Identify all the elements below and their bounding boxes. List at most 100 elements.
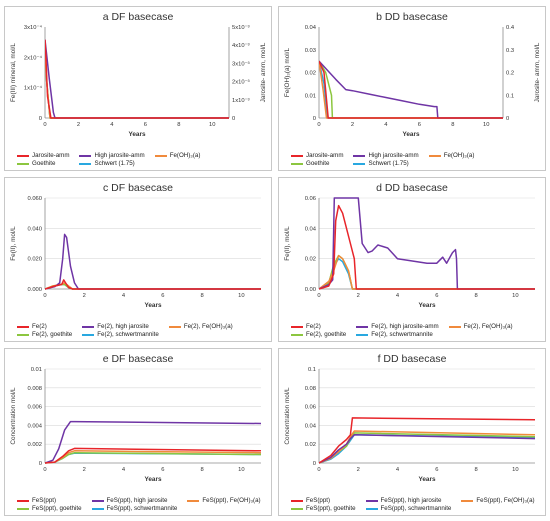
legend-swatch (291, 333, 303, 336)
legend-swatch (187, 499, 200, 502)
y2-tick-label: 1x10⁻³ (232, 98, 250, 104)
series-line-high-jarosite-amm (45, 39, 229, 119)
y-tick-label: 0.008 (27, 386, 42, 392)
x-tick-label: 4 (122, 467, 126, 473)
x-tick-label: 8 (200, 293, 203, 299)
legend-swatch (17, 325, 29, 328)
legend: Fe(2) Fe(2), high jarosite Fe(2), Fe(OH)₃(… (17, 323, 267, 338)
legend-label: Fe(2), Fe(OH)₃(a) (183, 323, 233, 330)
legend-item: FeS(ppt) (291, 497, 356, 504)
legend-swatch (17, 162, 29, 165)
x-tick-label: 8 (474, 293, 477, 299)
y-tick-label: 0.04 (305, 25, 317, 31)
x-axis-label: Years (144, 302, 162, 309)
x-tick-label: 0 (43, 293, 46, 299)
x-tick-label: 6 (144, 122, 147, 128)
legend-swatch (17, 499, 29, 502)
x-tick-label: 10 (512, 467, 518, 473)
legend-label: FeS(ppt), high jarosite (106, 497, 168, 504)
legend-item: Jarosite-amm (291, 152, 343, 159)
legend-item: Fe(2) (291, 323, 346, 330)
legend-label: Jarosite-amm (306, 152, 344, 159)
x-tick-label: 8 (451, 122, 454, 128)
series-line-schwert-1-75 (45, 51, 229, 119)
legend-swatch (291, 507, 303, 510)
legend-item: FeS(ppt), goethite (17, 505, 82, 512)
legend-swatch (291, 325, 303, 328)
x-axis-label: Years (128, 131, 146, 138)
y2-tick-label: 0.1 (506, 93, 514, 99)
x-tick-label: 10 (209, 122, 215, 128)
legend-item: Goethite (291, 160, 343, 167)
y-axis-label: Fe(OH)₃(a) mol/L (284, 48, 291, 98)
legend-item: FeS(ppt), schwertmannite (365, 505, 451, 512)
legend-label: Fe(OH)₃(a) (443, 152, 475, 159)
x-tick-label: 0 (43, 122, 46, 128)
y-axis-label: Concentration mol/L (10, 387, 17, 445)
series-line-jarosite-amm (319, 60, 503, 119)
legend-item: Fe(2), Fe(OH)₃(a) (168, 323, 233, 330)
legend-item: FeS(ppt), Fe(OH)₃(a) (461, 497, 535, 504)
legend-swatch (353, 154, 366, 157)
legend-swatch (79, 154, 92, 157)
x-tick-label: 10 (512, 293, 518, 299)
x-tick-label: 6 (161, 467, 164, 473)
y-tick-label: 1x10⁻⁴ (24, 85, 43, 92)
legend-label: Fe(2), Fe(OH)₃(a) (463, 323, 513, 330)
y-tick-label: 0.00 (305, 287, 316, 293)
series-line-fe-2 (45, 279, 261, 290)
chart-svg-d: 0 2 4 6 8 10 0.00 0.02 0.04 0.06 Years Fe(II), mol/… (284, 196, 535, 309)
x-tick-label: 4 (396, 467, 400, 473)
legend-item: Fe(2), goethite (291, 331, 346, 338)
legend-item: Fe(2), high jarosite-amm (356, 323, 439, 330)
x-tick-label: 6 (435, 293, 438, 299)
legend-label: Fe(2), schwertmannite (97, 331, 159, 338)
legend-item: FeS(ppt), Fe(OH)₃(a) (187, 497, 261, 504)
chart-svg-f: 0 2 4 6 8 10 0 0.02 0.04 0.06 0.08 0.1 Years Concentr… (284, 367, 535, 483)
legend-swatch (82, 333, 95, 336)
y2-tick-label: 5x10⁻³ (232, 25, 250, 31)
series-line-jarosite-amm (45, 39, 229, 119)
y2-tick-label: 0 (506, 116, 509, 122)
series-line-fe-2-high-jarosite (45, 233, 261, 290)
x-tick-label: 0 (43, 467, 46, 473)
legend-swatch (291, 154, 303, 157)
legend-label: Schwert (1.75) (368, 160, 409, 167)
legend-swatch (91, 507, 104, 510)
series-line-fe-2 (319, 204, 535, 290)
y-tick-label: 2x10⁻⁴ (24, 54, 43, 61)
y2-tick-label: 4x10⁻³ (232, 43, 250, 49)
series-line-high-jarosite-amm (319, 60, 503, 119)
legend-swatch (82, 325, 95, 328)
y-tick-label: 0 (313, 461, 316, 467)
legend-item: FeS(ppt) (17, 497, 82, 504)
y-tick-label: 0.1 (308, 367, 316, 373)
legend-swatch (461, 499, 474, 502)
panel-title: d DD basecase (376, 182, 448, 194)
x-tick-label: 6 (435, 467, 438, 473)
chart-svg-c: 0 2 4 6 8 10 0.000 0.020 0.040 0.060 Years Fe(II), … (10, 196, 261, 309)
legend-label: High jarosite-amm (368, 152, 419, 159)
x-tick-label: 10 (483, 122, 489, 128)
legend-label: Goethite (32, 160, 56, 167)
legend-item: Goethite (17, 160, 69, 167)
legend-item: FeS(ppt), schwertmannite (91, 505, 177, 512)
legend: FeS(ppt) FeS(ppt), high jarosite FeS(ppt),… (291, 497, 541, 512)
x-tick-label: 4 (110, 122, 114, 128)
y2-tick-label: 0.3 (506, 48, 514, 54)
y-tick-label: 0.06 (305, 405, 316, 411)
panel-d: d DD basecase 0 2 4 6 8 10 0.00 0.02 0.04 0.06 Yea… (278, 177, 546, 342)
x-tick-label: 4 (122, 293, 126, 299)
legend-label: Fe(2), high jarosite-amm (371, 323, 439, 330)
y-tick-label: 0.08 (305, 386, 316, 392)
panel-title: a DF basecase (102, 11, 174, 23)
y2-axis-label: Jarosite- amm, mol/L (534, 42, 541, 102)
legend-label: Fe(2), high jarosite (97, 323, 149, 330)
legend-item: Fe(OH)₃(a) (154, 152, 201, 159)
x-axis-label: Years (144, 476, 162, 483)
legend-label: Fe(OH)₃(a) (169, 152, 201, 159)
legend-label: Fe(2), goethite (32, 331, 73, 338)
legend-label: Schwert (1.75) (94, 160, 135, 167)
legend-swatch (168, 325, 181, 328)
legend-item: High jarosite-amm (79, 152, 145, 159)
